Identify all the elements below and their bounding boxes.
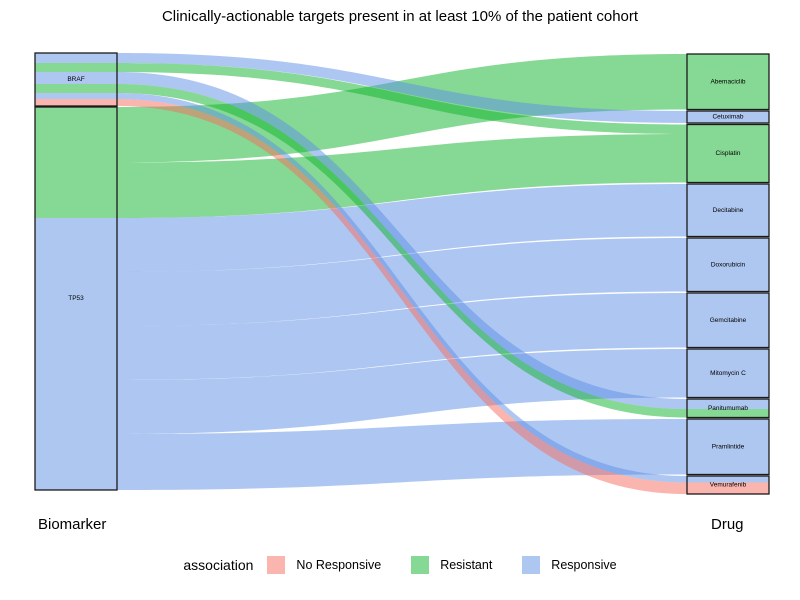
legend-item-no-responsive: No Responsive — [267, 556, 381, 574]
node-label-gemcitabine: Gemcitabine — [710, 317, 747, 324]
node-segment-vemurafenib — [687, 476, 769, 483]
node-segment-braf — [35, 93, 117, 99]
legend: association No Responsive Resistant Respon… — [0, 556, 800, 574]
node-label-cisplatin: Cisplatin — [716, 150, 741, 157]
sankey-link-braf-panitumumab — [117, 72, 687, 409]
node-segment-doxorubicin — [687, 238, 769, 292]
sankey-link-braf-cetuximab — [117, 53, 687, 123]
node-mitomycin-c — [686, 348, 770, 399]
legend-swatch — [411, 556, 430, 574]
legend-title: association — [183, 557, 254, 573]
node-cisplatin — [686, 123, 770, 184]
node-segment-tp53 — [35, 162, 117, 218]
node-segment-tp53 — [35, 326, 117, 380]
node-vemurafenib — [686, 475, 770, 495]
node-segment-tp53 — [35, 107, 117, 163]
node-doxorubicin — [686, 237, 770, 293]
node-segment-mitomycin-c — [687, 349, 769, 398]
left-axis-label: Biomarker — [38, 516, 107, 533]
legend-label: Resistant — [440, 558, 493, 572]
node-segment-tp53 — [35, 434, 117, 490]
node-segment-cetuximab — [687, 111, 769, 123]
legend-item-responsive: Responsive — [522, 556, 617, 574]
node-segment-braf — [35, 84, 117, 93]
node-segment-panitumumab — [687, 399, 769, 409]
node-label-tp53: TP53 — [68, 295, 84, 302]
sankey-link-tp53-gemcitabine — [117, 293, 687, 380]
node-segment-pramlintide — [687, 419, 769, 475]
node-segment-cisplatin — [687, 124, 769, 134]
node-label-pramlintide: Pramlintide — [712, 443, 745, 450]
sankey-link-braf-cisplatin — [117, 63, 687, 134]
node-label-braf: BRAF — [67, 76, 84, 83]
node-panitumumab — [686, 398, 770, 419]
node-segment-braf — [35, 63, 117, 72]
legend-swatch — [522, 556, 541, 574]
node-label-doxorubicin: Doxorubicin — [711, 261, 746, 268]
node-label-abemaciclib: Abemaciclib — [710, 78, 745, 85]
node-gemcitabine — [686, 292, 770, 349]
node-tp53 — [34, 106, 118, 491]
node-cetuximab — [686, 110, 770, 124]
node-segment-tp53 — [35, 218, 117, 272]
node-segment-braf — [35, 72, 117, 84]
chart-title: Clinically-actionable targets present in… — [161, 8, 639, 25]
right-axis-label: Drug — [711, 516, 744, 533]
node-label-panitumumab: Panitumumab — [708, 405, 748, 412]
node-pramlintide — [686, 418, 770, 476]
node-label-mitomycin-c: Mitomycin C — [710, 370, 746, 377]
node-segment-braf — [35, 99, 117, 106]
node-segment-abemaciclib — [687, 54, 769, 110]
sankey-link-braf-vemurafenib — [117, 99, 687, 494]
node-abemaciclib — [686, 53, 770, 111]
sankey-link-tp53-decitabine — [117, 184, 687, 272]
node-segment-gemcitabine — [687, 293, 769, 348]
legend-label: Responsive — [551, 558, 617, 572]
legend-label: No Responsive — [296, 558, 382, 572]
node-segment-decitabine — [687, 184, 769, 237]
node-label-vemurafenib: Vemurafenib — [710, 482, 747, 489]
node-segment-vemurafenib — [687, 482, 769, 494]
legend-item-resistant: Resistant — [411, 556, 492, 574]
sankey-link-tp53-doxorubicin — [117, 238, 687, 326]
node-decitabine — [686, 183, 770, 238]
node-braf — [34, 52, 118, 107]
sankey-link-braf-vemurafenib — [117, 93, 687, 483]
node-segment-tp53 — [35, 272, 117, 326]
legend-items: No Responsive Resistant Responsive — [267, 556, 617, 574]
sankey-link-braf-panitumumab — [117, 84, 687, 418]
legend-swatch — [267, 556, 286, 574]
node-label-decitabine: Decitabine — [713, 207, 744, 214]
node-segment-panitumumab — [687, 409, 769, 418]
sankey-link-tp53-cisplatin — [117, 134, 687, 218]
node-segment-cisplatin — [687, 134, 769, 183]
node-segment-braf — [35, 53, 117, 63]
node-label-cetuximab: Cetuximab — [712, 114, 743, 121]
node-segment-tp53 — [35, 380, 117, 434]
